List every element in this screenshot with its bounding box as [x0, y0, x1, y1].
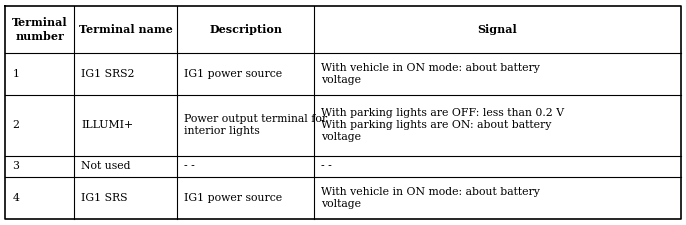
Text: Terminal
number: Terminal number [12, 18, 68, 42]
Text: With vehicle in ON mode: about battery
voltage: With vehicle in ON mode: about battery v… [321, 187, 540, 209]
Text: 2: 2 [12, 120, 19, 130]
Text: 4: 4 [12, 193, 19, 203]
Text: Description: Description [209, 24, 282, 35]
Text: IG1 SRS: IG1 SRS [81, 193, 128, 203]
Text: IG1 power source: IG1 power source [184, 69, 282, 79]
Text: - -: - - [321, 161, 332, 171]
Text: With vehicle in ON mode: about battery
voltage: With vehicle in ON mode: about battery v… [321, 63, 540, 85]
Text: 3: 3 [12, 161, 19, 171]
Text: Power output terminal for
interior lights: Power output terminal for interior light… [184, 114, 327, 136]
Text: With parking lights are OFF: less than 0.2 V
With parking lights are ON: about b: With parking lights are OFF: less than 0… [321, 108, 564, 142]
Text: - -: - - [184, 161, 195, 171]
Text: 1: 1 [12, 69, 19, 79]
Text: Signal: Signal [477, 24, 517, 35]
Text: ILLUMI+: ILLUMI+ [81, 120, 133, 130]
Text: IG1 SRS2: IG1 SRS2 [81, 69, 134, 79]
Text: Not used: Not used [81, 161, 130, 171]
Text: IG1 power source: IG1 power source [184, 193, 282, 203]
Text: Terminal name: Terminal name [79, 24, 172, 35]
